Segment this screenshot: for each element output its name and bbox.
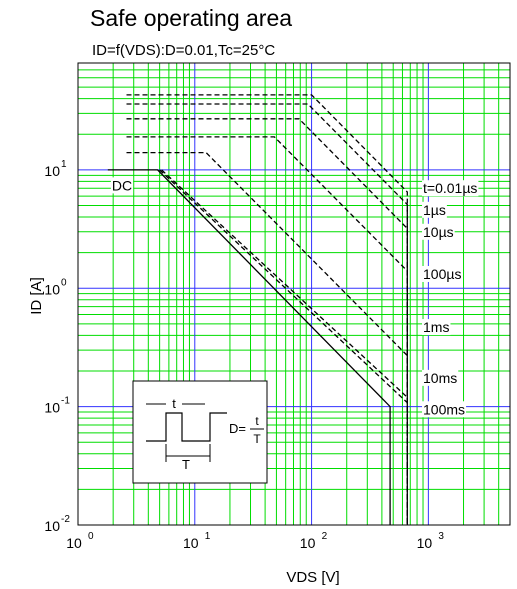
- curve-label: 100ms: [423, 401, 465, 417]
- duty-denominator: T: [253, 432, 261, 446]
- x-tick-exponent: 3: [438, 531, 444, 542]
- x-tick-exponent: 0: [88, 531, 94, 542]
- y-tick-exponent: 1: [61, 159, 67, 170]
- y-tick-label: 10: [44, 400, 60, 416]
- curve-label: t=0.01µs: [423, 180, 477, 196]
- curve-label-background: [110, 177, 134, 194]
- y-tick-exponent: -2: [61, 514, 70, 525]
- pulse-inset: t T D= t T: [132, 380, 268, 484]
- curve-label: 100µs: [423, 266, 461, 282]
- x-tick-exponent: 2: [322, 531, 328, 542]
- x-axis-label: VDS [V]: [286, 569, 339, 586]
- x-tick-label: 10: [66, 535, 82, 551]
- pulse-waveform: [146, 412, 227, 442]
- y-tick-exponent: -1: [61, 396, 70, 407]
- tick-labels: 10 0 10 1 10 2 10 310 -210 -110 010 1: [44, 159, 444, 551]
- plot-frame: [77, 62, 511, 526]
- soa-curves: [107, 94, 408, 525]
- x-tick-label: 10: [183, 535, 199, 551]
- x-tick-label: 10: [417, 535, 433, 551]
- curve-label-background: [422, 223, 455, 240]
- curve-label-background: [422, 319, 451, 336]
- curve-label-background: [422, 369, 459, 386]
- y-tick-label: 10: [44, 281, 60, 297]
- duty-label: D=: [229, 421, 246, 436]
- curve-label-background: [422, 401, 467, 418]
- x-tick-label: 10: [300, 535, 316, 551]
- chart-title: Safe operating area: [90, 5, 292, 31]
- y-axis-label: ID [A]: [28, 277, 45, 315]
- soa-curve: [159, 169, 408, 525]
- curve-label: 1µs: [423, 202, 446, 218]
- curve-label-background: [422, 180, 479, 197]
- curve-label-background: [422, 265, 463, 282]
- curve-label: 10µs: [423, 224, 454, 240]
- period-label: T: [182, 457, 190, 472]
- soa-curve: [126, 94, 408, 525]
- soa-curve: [107, 169, 391, 525]
- soa-curve: [126, 103, 408, 525]
- y-tick-exponent: 0: [61, 277, 67, 288]
- y-tick-label: 10: [44, 163, 60, 179]
- curve-label: 1ms: [423, 319, 449, 335]
- inset-box: [132, 380, 268, 484]
- curve-labels: t=0.01µs 1µs 10µs 100µs 1ms 10ms 100ms DC: [110, 177, 479, 418]
- curve-label: 10ms: [423, 370, 457, 386]
- chart-subtitle: ID=f(VDS):D=0.01,Tc=25°C: [92, 42, 275, 59]
- soa-curve: [126, 136, 408, 525]
- y-tick-label: 10: [44, 518, 60, 534]
- pulse-width-label: t: [172, 396, 176, 411]
- x-tick-exponent: 1: [205, 531, 211, 542]
- curve-label: DC: [112, 177, 132, 193]
- curve-label-background: [422, 201, 447, 218]
- duty-numerator: t: [255, 414, 259, 428]
